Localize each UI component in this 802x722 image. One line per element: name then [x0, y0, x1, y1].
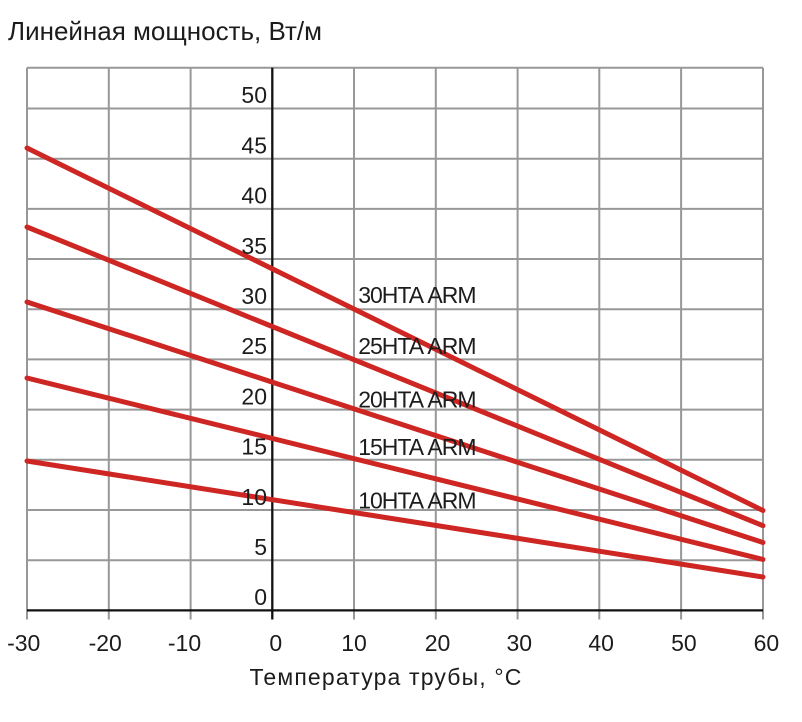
svg-text:-20: -20 [89, 630, 122, 656]
svg-text:25: 25 [241, 333, 267, 359]
svg-text:30: 30 [507, 630, 533, 656]
svg-text:50: 50 [241, 82, 267, 108]
svg-text:35: 35 [241, 233, 267, 259]
svg-text:40: 40 [588, 630, 614, 656]
svg-text:10: 10 [341, 630, 367, 656]
svg-text:Температура трубы, °C: Температура трубы, °C [250, 664, 523, 690]
svg-text:50: 50 [671, 630, 697, 656]
svg-text:30: 30 [241, 283, 267, 309]
svg-text:15: 15 [241, 434, 267, 460]
svg-text:30HTA ARM: 30HTA ARM [358, 282, 475, 308]
svg-text:20HTA ARM: 20HTA ARM [358, 387, 475, 413]
svg-text:0: 0 [269, 630, 282, 656]
svg-text:60: 60 [754, 630, 780, 656]
svg-text:-30: -30 [7, 630, 40, 656]
svg-text:40: 40 [241, 183, 267, 209]
svg-text:25HTA ARM: 25HTA ARM [358, 333, 475, 359]
svg-text:20: 20 [241, 383, 267, 409]
svg-text:15HTA ARM: 15HTA ARM [358, 434, 475, 460]
svg-text:45: 45 [241, 132, 267, 158]
svg-text:5: 5 [254, 534, 267, 560]
svg-text:20: 20 [425, 630, 451, 656]
svg-text:10HTA ARM: 10HTA ARM [358, 487, 475, 513]
svg-text:-10: -10 [168, 630, 201, 656]
svg-text:Линейная мощность, Вт/м: Линейная мощность, Вт/м [8, 16, 322, 46]
svg-text:10: 10 [241, 484, 267, 510]
svg-text:0: 0 [254, 584, 267, 610]
